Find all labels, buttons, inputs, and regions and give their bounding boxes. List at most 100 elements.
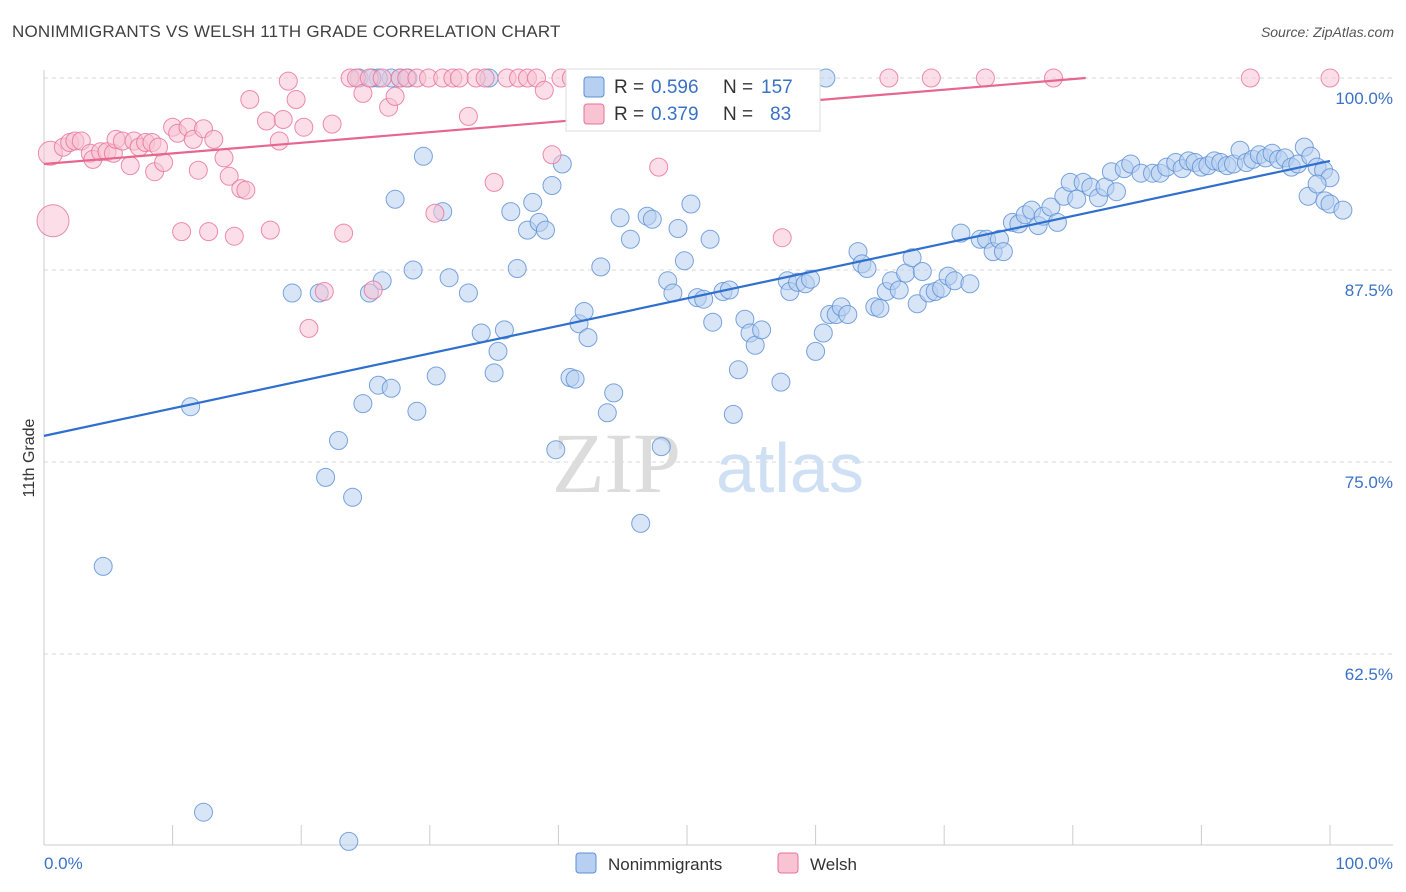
point-welsh-43 xyxy=(299,318,319,338)
point-nonimmigrants-104 xyxy=(993,242,1013,262)
point-welsh-51 xyxy=(363,280,383,300)
bottom-legend-swatch-welsh xyxy=(777,852,799,874)
chart-title: NONIMMIGRANTS VS WELSH 11TH GRADE CORREL… xyxy=(12,22,561,41)
point-welsh-82 xyxy=(1044,68,1063,88)
bottom-legend-label-welsh: Welsh xyxy=(810,855,857,874)
chart-source: Source: ZipAtlas.com xyxy=(1260,24,1394,40)
point-nonimmigrants-32 xyxy=(523,192,543,212)
point-nonimmigrants-157 xyxy=(1333,200,1353,220)
point-welsh-40 xyxy=(278,71,298,91)
legend-r-label-2: R = xyxy=(614,104,644,125)
point-welsh-45 xyxy=(322,114,342,134)
point-nonimmigrants-45 xyxy=(604,383,624,403)
point-welsh-30 xyxy=(214,148,234,168)
point-nonimmigrants-90 xyxy=(902,248,922,268)
point-nonimmigrants-18 xyxy=(407,401,427,421)
point-nonimmigrants-92 xyxy=(912,262,932,281)
legend-swatch-nonimmigrants xyxy=(583,76,605,98)
point-nonimmigrants-97 xyxy=(945,271,964,291)
watermark-zip: ZIP xyxy=(552,415,681,511)
point-welsh-37 xyxy=(260,220,280,240)
point-welsh-39 xyxy=(273,110,293,129)
point-nonimmigrants-154 xyxy=(1307,174,1327,194)
point-welsh-72 xyxy=(542,145,562,165)
point-nonimmigrants-20 xyxy=(426,366,446,386)
point-welsh-46 xyxy=(334,223,354,243)
point-nonimmigrants-28 xyxy=(494,320,514,340)
legend-n-label-2: N = xyxy=(723,104,753,125)
point-welsh-76 xyxy=(649,157,669,177)
point-nonimmigrants-80 xyxy=(838,305,858,324)
point-welsh-54 xyxy=(385,86,405,106)
point-welsh-34 xyxy=(236,180,256,200)
point-nonimmigrants-75 xyxy=(806,341,826,361)
point-nonimmigrants-55 xyxy=(674,251,694,271)
point-nonimmigrants-48 xyxy=(631,513,651,533)
legend-n-value-2: 83 xyxy=(770,104,791,125)
point-welsh-31 xyxy=(219,166,239,186)
point-nonimmigrants-14 xyxy=(385,189,405,209)
point-welsh-83 xyxy=(1240,68,1260,88)
point-welsh-36 xyxy=(257,111,276,131)
point-nonimmigrants-0 xyxy=(93,556,113,576)
point-welsh-44 xyxy=(314,282,334,301)
axes xyxy=(43,70,1393,846)
y-tick-labels: 100.0% 87.5% 75.0% 62.5% xyxy=(1335,89,1393,684)
trend-line-welsh xyxy=(43,76,1086,166)
point-nonimmigrants-69 xyxy=(771,372,791,392)
point-nonimmigrants-56 xyxy=(681,194,701,214)
point-nonimmigrants-6 xyxy=(329,431,348,450)
point-nonimmigrants-74 xyxy=(801,269,820,289)
x-tick-label-min: 0.0% xyxy=(44,854,83,873)
trend-line-nonimmigrants xyxy=(43,159,1331,437)
point-nonimmigrants-19 xyxy=(413,146,433,166)
point-nonimmigrants-98 xyxy=(951,223,971,243)
series-legend: Nonimmigrants Welsh xyxy=(575,852,857,874)
y-axis-title: 11th Grade xyxy=(21,418,38,497)
point-nonimmigrants-29 xyxy=(501,202,521,222)
watermark: ZIP atlas xyxy=(552,415,864,511)
legend-r-value-2: 0.379 xyxy=(651,104,699,125)
legend-r-label-1: R = xyxy=(614,77,644,98)
x-ticks xyxy=(43,825,1331,845)
point-welsh-84 xyxy=(1320,68,1340,88)
point-nonimmigrants-17 xyxy=(403,260,423,280)
point-welsh-62 xyxy=(449,68,469,88)
point-nonimmigrants-2 xyxy=(194,802,213,822)
point-nonimmigrants-85 xyxy=(870,298,890,318)
point-nonimmigrants-9 xyxy=(353,394,373,414)
point-nonimmigrants-59 xyxy=(700,229,720,249)
stats-legend: R = 0.596 N = 157 R = 0.379 N = 83 xyxy=(565,68,821,132)
legend-n-label-1: N = xyxy=(723,77,753,98)
point-nonimmigrants-13 xyxy=(381,378,401,398)
point-nonimmigrants-64 xyxy=(728,360,748,380)
point-welsh-42 xyxy=(294,117,314,137)
y-tick-label-3: 62.5% xyxy=(1345,665,1393,684)
point-nonimmigrants-63 xyxy=(723,404,743,424)
y-tick-label-1: 87.5% xyxy=(1345,281,1393,300)
point-nonimmigrants-24 xyxy=(471,323,491,343)
point-nonimmigrants-68 xyxy=(752,320,772,340)
point-welsh-80 xyxy=(921,68,941,88)
trend-lines xyxy=(43,76,1331,437)
point-nonimmigrants-42 xyxy=(578,328,598,348)
point-nonimmigrants-50 xyxy=(642,209,662,229)
point-nonimmigrants-60 xyxy=(703,312,723,332)
point-nonimmigrants-47 xyxy=(620,229,640,249)
point-nonimmigrants-22 xyxy=(439,268,459,288)
series-welsh-points xyxy=(36,68,1340,338)
point-welsh-28 xyxy=(199,222,219,242)
point-nonimmigrants-23 xyxy=(458,283,478,303)
point-nonimmigrants-5 xyxy=(316,467,336,487)
point-welsh-1 xyxy=(36,204,70,238)
point-welsh-79 xyxy=(879,68,899,88)
point-welsh-26 xyxy=(188,160,208,180)
point-welsh-20 xyxy=(154,153,174,172)
point-nonimmigrants-121 xyxy=(1107,182,1126,202)
stats-legend-box xyxy=(565,68,821,132)
point-welsh-38 xyxy=(269,131,289,151)
y-tick-label-2: 75.0% xyxy=(1345,473,1393,492)
point-welsh-13 xyxy=(120,156,140,176)
watermark-atlas: atlas xyxy=(716,429,864,507)
point-nonimmigrants-30 xyxy=(507,259,527,278)
